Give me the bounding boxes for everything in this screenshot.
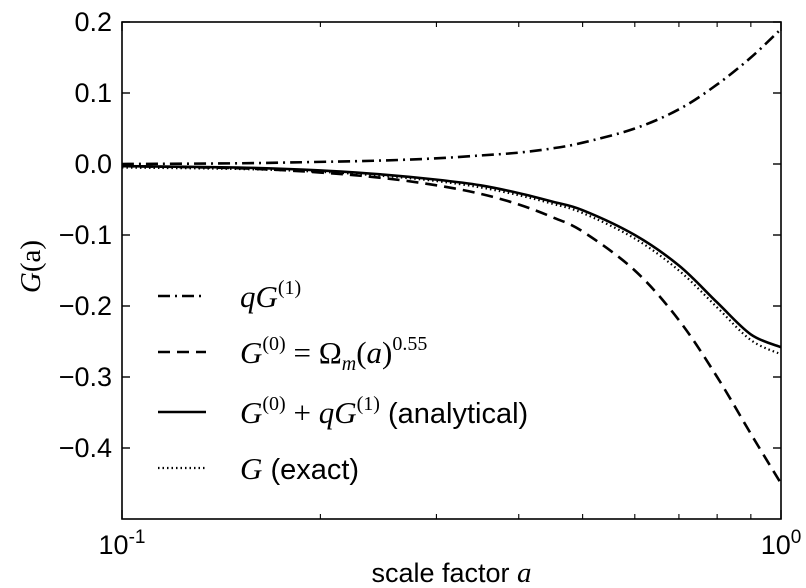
x-tick-label: 100 xyxy=(761,527,802,560)
x-axis-label: scale factor a xyxy=(371,557,531,588)
legend: qG(1) G(0) = Ωm(a)0.55 G(0) + qG(1) (analy… xyxy=(158,277,528,486)
legend-label-qG1: qG(1) xyxy=(240,277,301,314)
series-line-analytical xyxy=(121,164,782,349)
y-tick-label: −0.3 xyxy=(59,362,112,392)
y-axis-label-var: G xyxy=(15,272,47,293)
y-axis-label: G(a) xyxy=(15,240,47,293)
ticks-layer: 0.2 0.1 0.0 −0.1 −0.2 −0.3 −0.4 10-1 100 xyxy=(59,7,802,560)
series-line-qG1 xyxy=(121,28,782,166)
series-line-G0 xyxy=(121,164,783,485)
x-axis-label-var: a xyxy=(517,557,532,588)
series-layer xyxy=(121,28,783,485)
x-axis-label-text: scale factor xyxy=(371,558,517,588)
legend-label-analytical: G(0) + qG(1) (analytical) xyxy=(240,393,528,430)
y-tick-label: 0.0 xyxy=(74,149,112,179)
y-tick-label: −0.4 xyxy=(59,433,112,463)
plot-frame xyxy=(121,21,782,520)
legend-label-exact: G (exact) xyxy=(240,451,359,486)
x-tick-label: 10-1 xyxy=(99,527,146,560)
y-tick-label: −0.2 xyxy=(59,291,112,321)
y-tick-label: −0.1 xyxy=(59,220,112,250)
y-axis-label-arg: (a) xyxy=(15,240,47,272)
y-tick-label: 0.1 xyxy=(74,78,112,108)
legend-label-G0: G(0) = Ωm(a)0.55 xyxy=(240,333,427,375)
y-tick-label: 0.2 xyxy=(74,7,112,37)
